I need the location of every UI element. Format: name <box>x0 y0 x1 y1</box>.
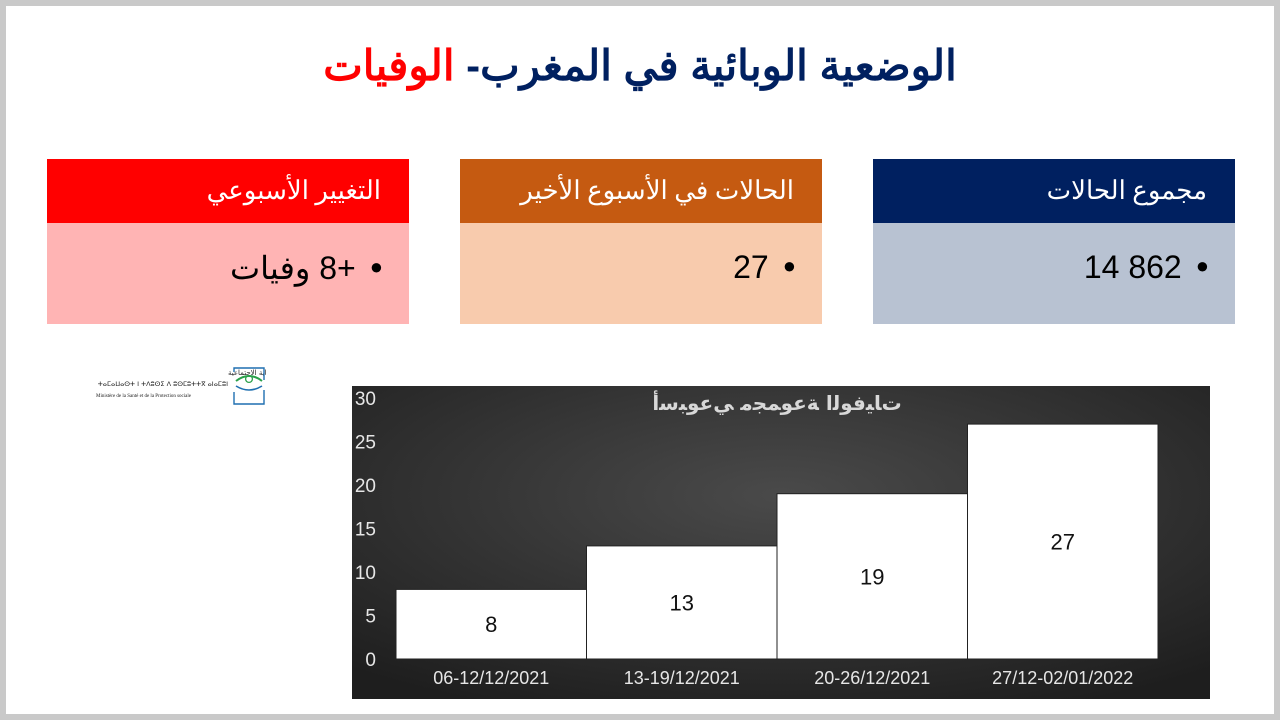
bar-data-label: 19 <box>860 564 884 589</box>
card-weekly-change-label: التغيير الأسبوعي <box>47 159 409 223</box>
page-title-accent: الوفيات <box>323 42 455 89</box>
card-last-week-body: ● 27 <box>460 223 822 324</box>
y-tick-label: 0 <box>365 650 376 671</box>
bar <box>586 545 778 660</box>
bar <box>395 588 587 660</box>
card-last-week: الحالات في الأسبوع الأخير ● 27 <box>460 159 822 324</box>
x-tick-label: 13-19/12/2021 <box>624 668 740 688</box>
card-weekly-change: التغيير الأسبوعي ● +8 وفيات <box>47 159 409 324</box>
ministry-emblem-icon <box>233 367 265 405</box>
bullet-icon: ● <box>1195 253 1209 278</box>
x-tick-label: 20-26/12/2021 <box>814 668 930 688</box>
weekly-deaths-chart: ﺕﺎﻴﻓﻮﻟﺍ ﺔﻋﻮﻤﺠﻣ ﻲﻋﻮﺒﺳﺃ 0 5 10 15 20 25 30 8 13 19… <box>352 386 1210 699</box>
card-weekly-change-body: ● +8 وفيات <box>47 223 409 324</box>
y-tick-label: 25 <box>355 433 376 454</box>
card-total-value: 14 862 <box>1083 249 1182 285</box>
logo-line-french: Ministère de la Santé et de la Protectio… <box>96 394 192 399</box>
card-total-cases: مجموع الحالات ● 14 862 <box>873 159 1235 324</box>
y-tick-label: 30 <box>355 389 376 410</box>
y-tick-label: 5 <box>365 607 376 628</box>
chart-title: ﺕﺎﻴﻓﻮﻟﺍ ﺔﻋﻮﻤﺠﻣ ﻲﻋﻮﺒﺳﺃ <box>652 389 901 416</box>
bar <box>967 423 1159 660</box>
logo-line-tifinagh: ⵜⴰⵎⴰⵡⴰⵙⵜ ⵏ ⵜⴷⵓⵙⵉ ⴷ ⵓⵙⵎⵓⵜⵜⴳ ⴰⵏⴰⵎⵓⵏ <box>98 380 228 388</box>
ministry-logo: وزارة الصحة والحماية الاجتماعية ⵜⴰⵎⴰⵡⴰⵙⵜ… <box>96 366 321 406</box>
card-last-week-value: 27 <box>733 249 769 285</box>
bar-data-label: 27 <box>1051 530 1075 555</box>
bar <box>776 493 968 660</box>
x-tick-label: 27/12-02/01/2022 <box>992 668 1133 688</box>
card-total-body: ● 14 862 <box>873 223 1235 324</box>
bullet-icon: ● <box>782 253 796 278</box>
page-title-main: الوضعية الوبائية في المغرب- <box>466 42 957 89</box>
card-weekly-change-value: +8 وفيات <box>230 250 356 286</box>
bullet-icon: ● <box>369 254 383 279</box>
card-last-week-label: الحالات في الأسبوع الأخير <box>460 159 822 223</box>
y-tick-label: 10 <box>355 563 376 584</box>
bar-data-label: 8 <box>485 612 497 637</box>
bar-data-label: 13 <box>670 590 694 615</box>
x-tick-label: 06-12/12/2021 <box>433 668 549 688</box>
y-tick-label: 20 <box>355 476 376 497</box>
card-total-label: مجموع الحالات <box>873 159 1235 223</box>
page-title: الوضعية الوبائية في المغرب- الوفيات <box>0 38 1280 94</box>
y-tick-label: 15 <box>355 520 376 541</box>
